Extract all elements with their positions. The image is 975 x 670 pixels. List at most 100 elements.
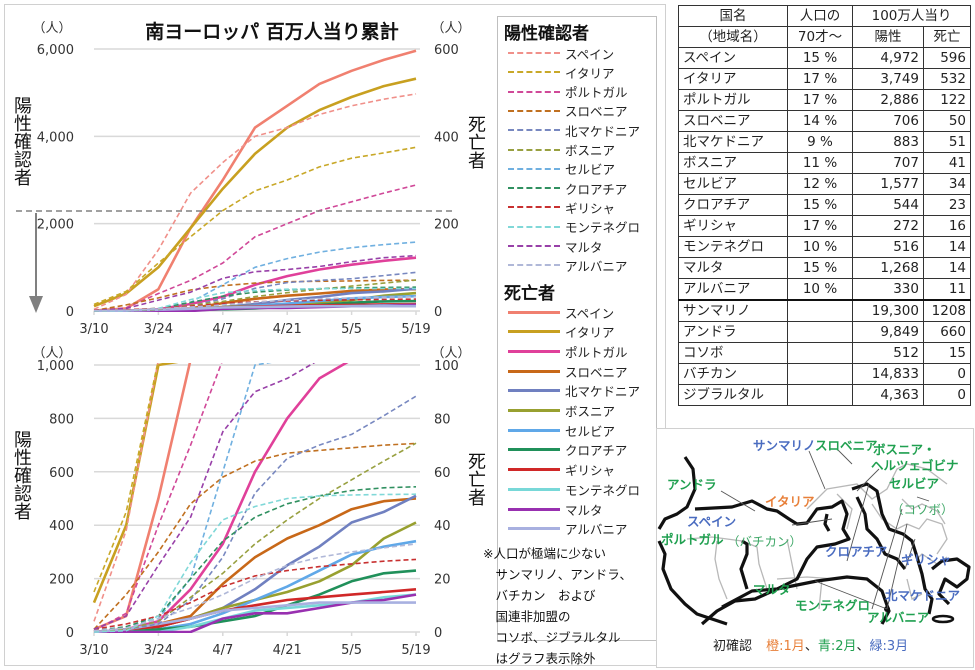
positive-series-line [93,363,223,632]
legend-swatch-dashed [508,206,560,209]
top-ylabel-right: 死亡者 [465,115,486,169]
cell-death: 596 [923,47,971,69]
legend-label: モンテネグロ [565,220,641,236]
cell-country: 北マケドニア [678,131,788,153]
legend-swatch-solid [508,330,560,334]
cell-death: 51 [923,131,971,153]
y-tick-right: 60 [434,466,451,481]
map-label: （コソボ） [891,502,954,517]
positive-series-line [93,543,417,632]
cell-age-pct [787,384,853,406]
positive-series-line [93,363,273,632]
legend-swatch-dashed [508,167,560,170]
table-row: アンドラ 9,849 660 [678,321,971,343]
legend-swatch-dashed [508,71,560,74]
table-row: ジブラルタル 4,363 0 [678,384,971,406]
header-country: 国名 [678,5,788,27]
y-tick-left: 6,000 [37,43,74,58]
map-label: モンテネグロ [795,598,871,613]
map-label: クロアチア [825,544,888,559]
map-label: アルバニア [867,610,930,625]
positive-series-line [93,363,316,631]
caption-prefix: 初確認 [713,639,753,654]
cell-death: 660 [923,321,971,343]
cell-age-pct: 12 % [787,173,853,195]
caption-blue: 青:2月 [817,639,857,654]
cell-positive: 272 [852,215,924,237]
legend-label: イタリア [565,65,615,81]
legend-swatch-solid [508,428,560,432]
cell-country: クロアチア [678,194,788,216]
cell-positive: 706 [852,110,924,132]
legend-item-death: モンテネグロ [508,480,640,498]
cell-country: セルビア [678,173,788,195]
caption-orange: 橙:1月 [766,639,805,654]
cell-age-pct: 15 % [787,257,853,279]
legend-label: アルバニア [565,258,628,274]
legend-swatch-dashed [508,245,560,247]
positive-series-line [93,279,417,312]
map-label: アンドラ [667,477,717,492]
legend-label: イタリア [565,325,615,341]
legend-label: ポルトガル [565,344,628,360]
note-line: バチカン および [483,588,596,603]
table-row: スロベニア 14 % 706 50 [678,110,971,132]
legend-label: 北マケドニア [565,384,641,400]
death-series-line [93,77,417,308]
cell-country: ボスニア [678,152,788,174]
legend-item-positive: マルタ [508,237,603,255]
cell-age-pct: 9 % [787,131,853,153]
positive-series-line [93,241,417,312]
map-label: サンマリノ [753,438,816,453]
chart-title: 南ヨーロッパ 百万人当り累計 [145,20,399,43]
positive-series-line [93,442,417,630]
y-tick-left: 2,000 [37,218,74,233]
death-series-line [94,569,417,633]
death-series-line [93,363,349,633]
legend-item-positive: スペイン [508,44,614,62]
legend-item-death: ギリシャ [508,461,615,479]
stats-table: 国名 人口の 100万人当り （地域名） 70才～ 陽性 死亡 スペイン 15 %… [678,5,971,406]
cell-country: コソボ [678,342,788,364]
cell-age-pct: 11 % [787,152,853,174]
y-tick-right: 600 [434,43,459,58]
cell-country: スロベニア [678,110,788,132]
table-row: ギリシャ 17 % 272 16 [678,215,971,237]
table-row: ポルトガル 17 % 2,886 122 [678,89,971,111]
cell-age-pct: 15 % [787,47,853,69]
legend-label: マルタ [565,502,603,518]
legend-swatch-solid [508,369,560,373]
cell-positive: 1,268 [852,257,924,279]
map-panel: サンマリノ スロベニア ボスニア・ ヘルツェゴビナ セルビア アンドラ イタリア （コソボ） ス… [656,428,974,668]
legend-swatch-solid [508,527,560,531]
legend-swatch-dashed [508,90,560,93]
legend-label: 北マケドニア [565,123,641,139]
y-tick-right: 0 [434,305,442,320]
death-series-line [93,49,417,312]
cell-positive: 330 [852,278,924,301]
y-tick-right: 20 [434,573,451,588]
cell-positive: 3,749 [852,68,924,90]
legend-label: ギリシャ [565,463,616,479]
y-tick-left: 800 [49,412,74,427]
cell-age-pct: 17 % [787,215,853,237]
top-right-unit: （人） [431,21,470,36]
table-row: 北マケドニア 9 % 883 51 [678,131,971,153]
legend-item-death: イタリア [508,323,615,341]
cell-death: 15 [923,342,971,364]
header-death: 死亡 [923,26,971,48]
down-arrow-icon [29,296,43,313]
legend-swatch-dashed [508,129,560,132]
y-tick-left: 600 [49,466,74,481]
legend-swatch-solid [508,349,560,353]
positive-series-line [93,558,417,631]
legend-item-positive: 北マケドニア [508,121,640,139]
y-tick-left: 200 [49,573,74,588]
cell-country: スペイン [678,47,788,69]
legend-item-positive: ボスニア [508,141,615,159]
map-label: スロベニア [815,438,878,453]
cell-positive: 883 [852,131,924,153]
cell-positive: 544 [852,194,924,216]
cell-death: 34 [923,173,971,195]
y-tick-right: 40 [434,519,451,534]
